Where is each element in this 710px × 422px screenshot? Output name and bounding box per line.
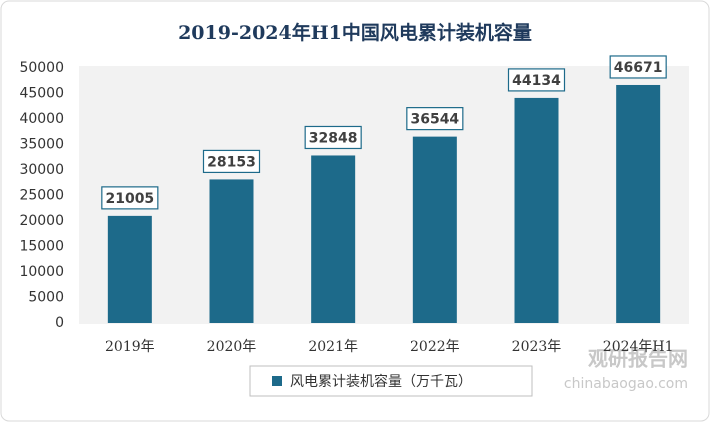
y-tick-label: 10000 (19, 264, 64, 280)
value-label: 36544 (410, 112, 459, 128)
value-label-box (202, 149, 261, 174)
y-tick-label: 45000 (19, 86, 64, 102)
legend-label: 风电累计装机容量（万千瓦） (290, 373, 472, 390)
chart-title: 2019-2024年H1中国风电累计装机容量 (178, 21, 532, 44)
bar (311, 155, 356, 323)
value-label: 46671 (614, 60, 663, 76)
value-label-box (609, 55, 667, 79)
y-tick-label: 5000 (28, 290, 64, 306)
value-label-box (507, 68, 566, 92)
value-label-box (304, 125, 362, 150)
legend-swatch (272, 376, 282, 386)
bar (107, 215, 152, 323)
y-tick-label: 40000 (19, 111, 64, 127)
value-label: 28153 (207, 154, 256, 170)
x-tick-label: 2022年 (410, 339, 460, 355)
watermark-name: 观研报告网 (588, 347, 688, 371)
y-tick-label: 0 (55, 315, 64, 331)
y-tick-label: 35000 (19, 137, 64, 153)
value-label: 44134 (512, 73, 561, 89)
y-tick-label: 15000 (19, 239, 64, 255)
y-tick-label: 20000 (19, 213, 64, 229)
bar (412, 136, 457, 323)
bar (616, 84, 661, 323)
value-label-box (101, 186, 159, 210)
x-tick-label: 2020年 (207, 339, 257, 355)
value-label: 21005 (105, 191, 154, 207)
y-tick-label: 50000 (19, 60, 64, 76)
bar (209, 179, 254, 323)
watermark-url: chinabaogao.com (564, 376, 688, 392)
plot-area (79, 66, 689, 324)
legend-box (249, 365, 533, 397)
bar (514, 97, 559, 324)
value-label: 32848 (309, 130, 358, 146)
x-tick-label: 2021年 (308, 339, 358, 355)
x-tick-label: 2019年 (105, 339, 155, 355)
y-tick-label: 30000 (19, 162, 64, 178)
x-tick-label: 2024年H1 (603, 339, 674, 355)
y-tick-label: 25000 (19, 188, 64, 204)
x-tick-label: 2023年 (512, 339, 562, 355)
value-label-box (406, 107, 464, 131)
